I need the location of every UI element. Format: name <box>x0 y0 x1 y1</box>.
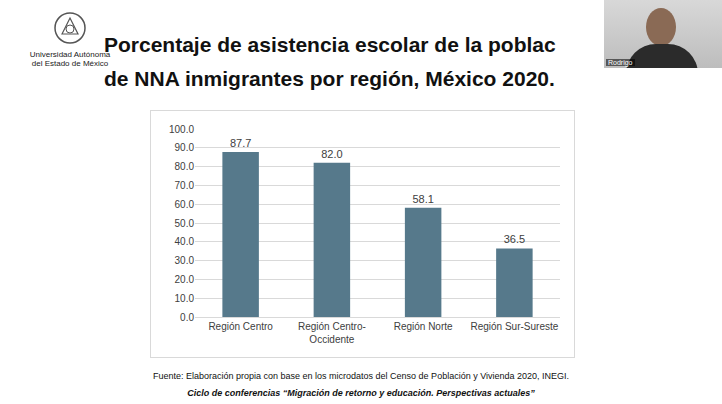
svg-text:30.0: 30.0 <box>175 255 195 266</box>
html-text:Ciclo de conferencias “Migraci: Ciclo de conferencias “Migración de reto… <box>187 388 535 398</box>
html-text:Fuente: Elaboración propia con: Fuente: Elaboración propia con base en l… <box>153 371 569 381</box>
svg-text:100.0: 100.0 <box>169 124 194 135</box>
svg-text:50.0: 50.0 <box>175 218 195 229</box>
svg-text:87.7: 87.7 <box>230 137 251 149</box>
svg-text:70.0: 70.0 <box>175 180 195 191</box>
svg-text:60.0: 60.0 <box>175 199 195 210</box>
svg-text:36.5: 36.5 <box>504 233 525 245</box>
svg-text:82.0: 82.0 <box>321 148 342 160</box>
svg-text:40.0: 40.0 <box>175 236 195 247</box>
svg-text:Región Norte: Región Norte <box>394 321 453 332</box>
svg-text:80.0: 80.0 <box>175 161 195 172</box>
svg-text:Región Sur-Sureste: Región Sur-Sureste <box>470 321 558 332</box>
svg-text:0.0: 0.0 <box>180 312 194 323</box>
svg-text:Región Centro: Región Centro <box>208 321 273 332</box>
html-text:Rodrigo: Rodrigo <box>608 59 633 66</box>
svg-text:Región Centro-Occidente: Región Centro-Occidente <box>298 321 366 345</box>
svg-text:58.1: 58.1 <box>412 193 433 205</box>
html-text:de NNA inmigrantes por región,: de NNA inmigrantes por región, México 20… <box>104 67 555 90</box>
html-text:Universidad Autónoma: Universidad Autónoma <box>29 50 111 59</box>
html-text:Porcentaje de asistencia escol: Porcentaje de asistencia escolar de la p… <box>104 33 556 56</box>
svg-text:20.0: 20.0 <box>175 274 195 285</box>
svg-text:90.0: 90.0 <box>175 142 195 153</box>
svg-text:10.0: 10.0 <box>175 293 195 304</box>
html-text:del Estado de México: del Estado de México <box>31 59 109 68</box>
